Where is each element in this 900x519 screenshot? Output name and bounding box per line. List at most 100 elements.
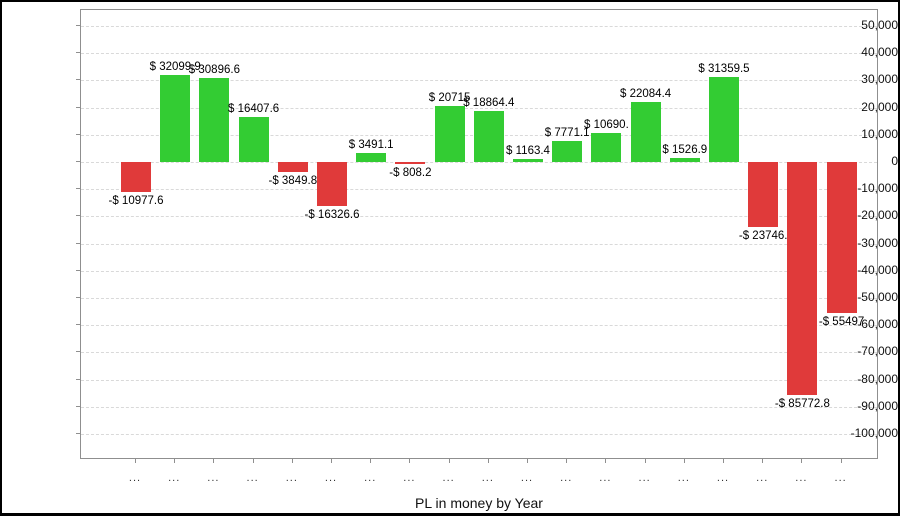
loss-bar[interactable] xyxy=(121,162,151,192)
bar-value-label: $ 30896.6 xyxy=(188,63,240,76)
y-axis-tick xyxy=(76,188,80,190)
y-axis-tick-label: 30,000 xyxy=(861,72,898,87)
y-axis-tick xyxy=(76,215,80,217)
profit-bar[interactable] xyxy=(199,77,230,162)
profit-bar[interactable] xyxy=(473,110,504,162)
gridline xyxy=(81,26,877,27)
bar-value-label: -$ 3849.8 xyxy=(268,175,318,188)
x-axis-tick xyxy=(291,459,293,463)
loss-bar[interactable] xyxy=(317,162,347,207)
bar-value-label: $ 3491.1 xyxy=(348,138,394,151)
y-axis-tick xyxy=(76,378,80,380)
x-axis-tick xyxy=(683,459,685,463)
y-axis-tick-label: 50,000 xyxy=(861,18,898,32)
y-axis-tick xyxy=(76,351,80,353)
bar-value-label: $ 1526.9 xyxy=(662,143,708,156)
y-axis-tick xyxy=(76,52,80,54)
x-axis-tick xyxy=(840,459,842,463)
chart-title: PL in money by Year xyxy=(415,495,543,511)
x-axis-tick xyxy=(723,459,724,463)
bar-value-label: $ 7771.1 xyxy=(544,126,590,139)
x-axis-tick xyxy=(762,459,764,463)
gridline xyxy=(81,298,877,299)
loss-bar[interactable] xyxy=(748,162,779,227)
gridline xyxy=(81,325,877,327)
gridline xyxy=(81,243,877,245)
x-axis-tick xyxy=(370,459,372,463)
gridline xyxy=(81,189,877,191)
x-axis-tick-label: ... xyxy=(834,472,847,484)
y-axis-tick xyxy=(76,324,80,326)
y-axis-tick xyxy=(76,405,80,407)
profit-bar[interactable] xyxy=(669,157,700,162)
x-axis-tick-label: ... xyxy=(560,472,573,484)
bar-value-label: $ 18864.4 xyxy=(463,96,515,109)
y-axis-tick xyxy=(76,25,80,26)
gridline xyxy=(81,270,877,272)
x-axis-tick-label: ... xyxy=(128,472,142,484)
y-axis-tick-label: -90,000 xyxy=(857,398,898,413)
x-axis-tick-label: ... xyxy=(638,472,651,484)
bar-value-label: $ 31359.5 xyxy=(698,62,750,75)
bar-value-label: -$ 85772.8 xyxy=(774,398,830,411)
x-axis-tick xyxy=(252,459,254,463)
x-axis-tick-label: ... xyxy=(481,472,494,484)
y-axis-tick xyxy=(76,106,80,108)
x-axis-tick xyxy=(605,459,607,463)
bar-value-label: -$ 808.2 xyxy=(389,167,432,180)
y-axis-tick-label: -70,000 xyxy=(857,344,898,359)
loss-bar[interactable] xyxy=(277,162,308,173)
profit-bar[interactable] xyxy=(238,117,269,162)
y-axis-tick-label: 0 xyxy=(891,154,898,168)
y-axis-tick-label: -100,000 xyxy=(850,426,898,440)
x-axis-tick xyxy=(409,459,411,463)
profit-bar[interactable] xyxy=(552,140,583,162)
profit-bar[interactable] xyxy=(434,105,465,162)
loss-bar[interactable] xyxy=(787,162,818,396)
gridline xyxy=(81,216,877,218)
x-axis-tick-label: ... xyxy=(246,472,259,484)
profit-bar[interactable] xyxy=(630,101,661,162)
gridline xyxy=(81,107,877,109)
x-axis-tick xyxy=(174,459,176,463)
y-axis-tick xyxy=(76,161,80,162)
y-axis-tick-label: 20,000 xyxy=(861,99,898,114)
y-axis-tick-label: -10,000 xyxy=(857,181,898,196)
y-axis-tick xyxy=(76,297,80,298)
bar-value-label: $ 1163.4 xyxy=(506,144,550,157)
x-axis-tick-label: ... xyxy=(403,472,416,484)
x-axis-tick-label: ... xyxy=(795,472,808,484)
gridline xyxy=(81,80,877,82)
gridline xyxy=(81,379,877,381)
bar-value-label: -$ 10977.6 xyxy=(108,194,164,207)
gridline xyxy=(81,162,877,163)
gridline xyxy=(81,53,877,55)
profit-bar[interactable] xyxy=(356,152,387,162)
x-axis-tick xyxy=(801,459,803,463)
y-axis-tick-label: -20,000 xyxy=(857,208,898,223)
x-axis-tick-label: ... xyxy=(324,472,338,484)
y-axis-tick-label: -50,000 xyxy=(857,290,898,304)
x-axis-tick xyxy=(527,459,528,463)
y-axis-tick-label: -60,000 xyxy=(857,317,898,332)
bar-value-label: -$ 23746. xyxy=(738,229,788,242)
profit-bar[interactable] xyxy=(513,158,543,162)
loss-bar[interactable] xyxy=(826,162,857,313)
profit-bar[interactable] xyxy=(591,132,622,162)
x-axis-tick xyxy=(487,459,489,463)
x-axis-tick-label: ... xyxy=(520,472,534,484)
profit-bar[interactable] xyxy=(709,76,739,162)
gridline xyxy=(81,406,877,408)
y-axis-tick xyxy=(76,242,80,244)
profit-bar[interactable] xyxy=(160,74,191,162)
x-axis-tick-label: ... xyxy=(756,472,769,484)
plot-area: -$ 10977.6 $ 32099.9 $ 30896.6 $ 16407.6 -$ … xyxy=(80,9,878,459)
bar-value-label: -$ 16326.6 xyxy=(304,209,360,222)
y-axis-tick-label: -40,000 xyxy=(857,262,898,277)
loss-bar[interactable] xyxy=(395,162,426,165)
x-axis-tick-label: ... xyxy=(168,472,181,484)
y-axis-tick-label: 10,000 xyxy=(861,126,898,141)
gridline xyxy=(81,434,877,435)
y-axis-tick xyxy=(76,79,80,81)
